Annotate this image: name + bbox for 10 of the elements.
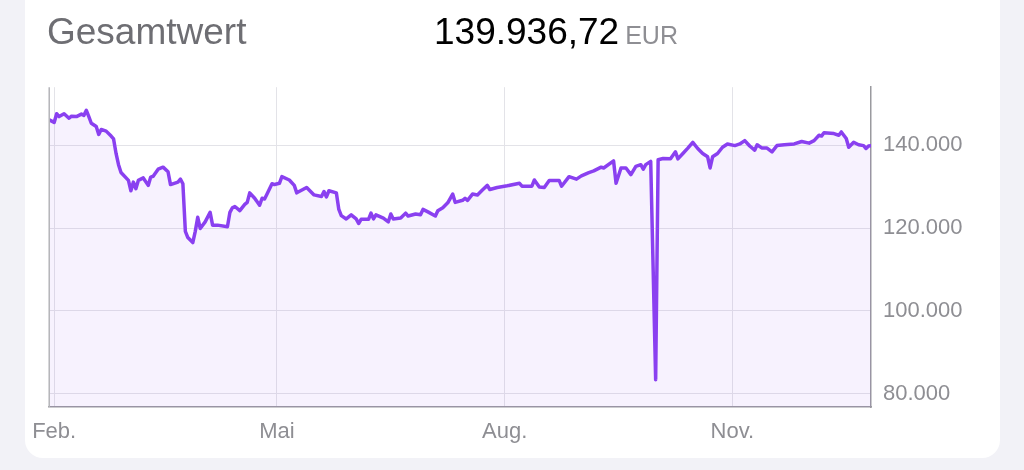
y-tick-label: 140.000	[883, 131, 963, 157]
y-tick-label: 100.000	[883, 296, 963, 322]
x-tick-label: Nov.	[710, 418, 755, 444]
x-tick-label: Feb.	[32, 418, 77, 444]
x-tick-label: Aug.	[482, 418, 528, 444]
y-tick-label: 120.000	[883, 214, 963, 240]
chart-subtitle: 139.936,72 EUR	[434, 11, 678, 52]
y-tick-label: 80.000	[883, 379, 951, 405]
chart-title: Gesamtwert	[47, 10, 247, 54]
x-tick-label: Mai	[259, 418, 295, 444]
